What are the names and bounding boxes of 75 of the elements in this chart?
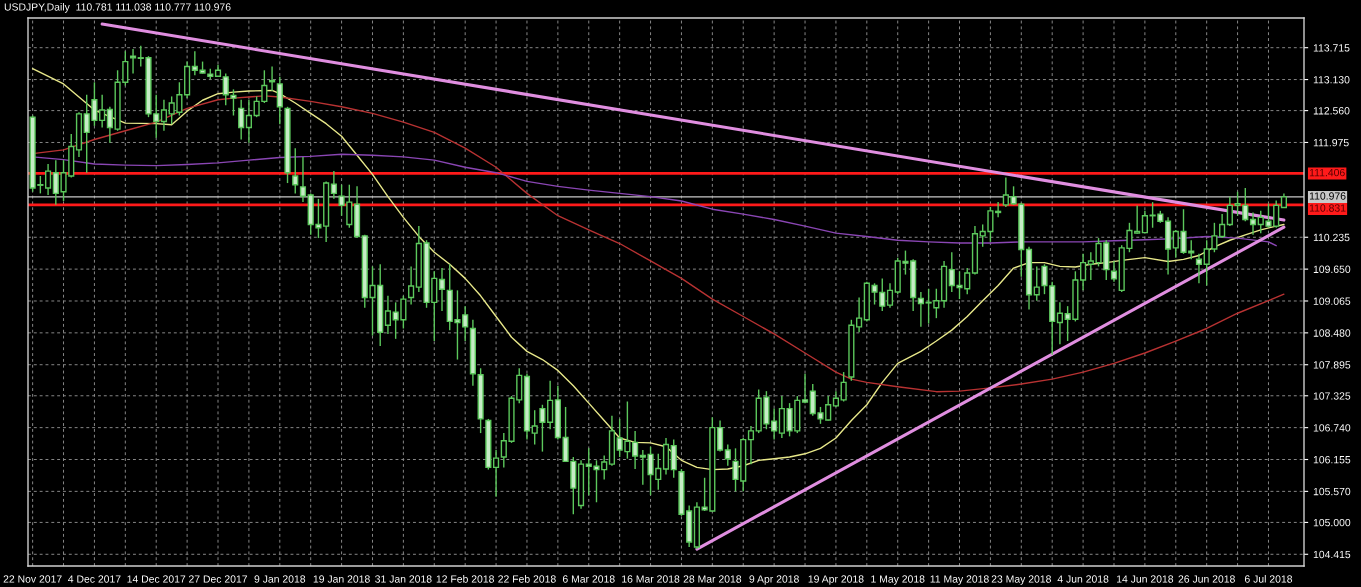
x-tick-label: 12 Feb 2018 [436, 575, 494, 583]
line-series [31, 67, 1285, 471]
candlestick [995, 201, 1002, 219]
y-tick-label: 106.155 [1313, 456, 1351, 464]
x-tick-label: 14 Jun 2018 [1117, 575, 1174, 583]
candlestick [1033, 265, 1040, 302]
candlestick [276, 76, 283, 125]
candlestick [670, 438, 677, 479]
y-tick-label: 113.130 [1313, 76, 1350, 84]
candlestick [724, 443, 731, 467]
x-tick-label: 4 Jun 2018 [1057, 575, 1109, 583]
candlestick [408, 265, 415, 306]
candlestick [1080, 253, 1087, 292]
x-tick-label: 1 May 2018 [871, 575, 925, 585]
y-tick-label: 113.715 [1313, 44, 1350, 52]
ref-line-label: 110.831 [1309, 204, 1346, 212]
y-tick-label: 107.325 [1313, 392, 1351, 400]
x-tick-label: 31 Jan 2018 [375, 575, 432, 583]
chart-title: USDJPY,Daily 110.781 111.038 110.777 110.976 [4, 3, 231, 13]
x-tick-label: 9 Jan 2018 [254, 575, 306, 583]
candlestick [492, 449, 500, 498]
candlestick [1249, 211, 1257, 236]
candlestick [1219, 213, 1226, 239]
candlestick [238, 99, 245, 141]
candlestick [840, 371, 847, 403]
x-tick-label: 4 Dec 2017 [68, 575, 121, 583]
x-tick-label: 16 Mar 2018 [622, 575, 680, 583]
ref-line-label: 111.406 [1309, 168, 1345, 177]
candlestick [1110, 260, 1118, 283]
x-tick-label: 6 Jul 2018 [1244, 575, 1293, 583]
y-tick-label: 106.740 [1313, 424, 1351, 432]
y-tick-label: 110.235 [1313, 233, 1350, 242]
y-tick-label: 107.895 [1313, 361, 1351, 369]
y-tick-label: 109.650 [1313, 265, 1351, 273]
y-tick-label: 112.560 [1313, 107, 1350, 115]
y-tick-label: 105.570 [1313, 487, 1351, 496]
x-tick-label: 27 Dec 2017 [189, 575, 248, 583]
candlestick [330, 170, 337, 200]
candlestick [856, 296, 863, 334]
candlestick [801, 373, 809, 404]
x-tick-label: 9 Apr 2018 [749, 575, 799, 585]
candlestick [106, 106, 113, 144]
x-tick-label: 11 May 2018 [930, 575, 989, 585]
ref-line-label: 110.976 [1309, 192, 1346, 200]
y-tick-label: 105.000 [1313, 518, 1351, 527]
candlestick [384, 295, 392, 335]
candlestick [632, 430, 639, 470]
candlestick [531, 409, 538, 446]
x-tick-label: 14 Dec 2017 [127, 575, 186, 583]
candlestick [1195, 253, 1203, 284]
x-tick-label: 6 Mar 2018 [562, 575, 615, 583]
candlestick [44, 163, 52, 196]
x-tick-label: 22 Feb 2018 [498, 575, 556, 583]
candlestick [299, 156, 307, 203]
candlestick [747, 425, 755, 465]
x-tick-label: 28 Mar 2018 [683, 575, 742, 583]
y-tick-label: 104.415 [1313, 550, 1351, 559]
candlestick [160, 99, 168, 132]
candlestick [438, 267, 446, 312]
y-tick-label: 108.480 [1313, 329, 1351, 337]
candlestick [268, 65, 276, 92]
candlestick [292, 147, 299, 195]
candlestick [1056, 301, 1064, 345]
candlestick [245, 99, 252, 144]
candlestick [716, 419, 724, 453]
y-tick-label: 111.975 [1313, 138, 1349, 147]
x-tick-label: 23 May 2018 [991, 575, 1051, 585]
candlestick [129, 48, 137, 75]
x-tick-label: 22 Nov 2017 [3, 575, 62, 583]
x-tick-label: 26 Jun 2018 [1178, 575, 1235, 583]
x-tick-label: 19 Jan 2018 [313, 575, 370, 583]
candlestick [886, 282, 894, 309]
y-tick-label: 109.065 [1313, 297, 1351, 305]
candlestick [917, 291, 924, 328]
x-tick-label: 19 Apr 2018 [808, 575, 864, 585]
